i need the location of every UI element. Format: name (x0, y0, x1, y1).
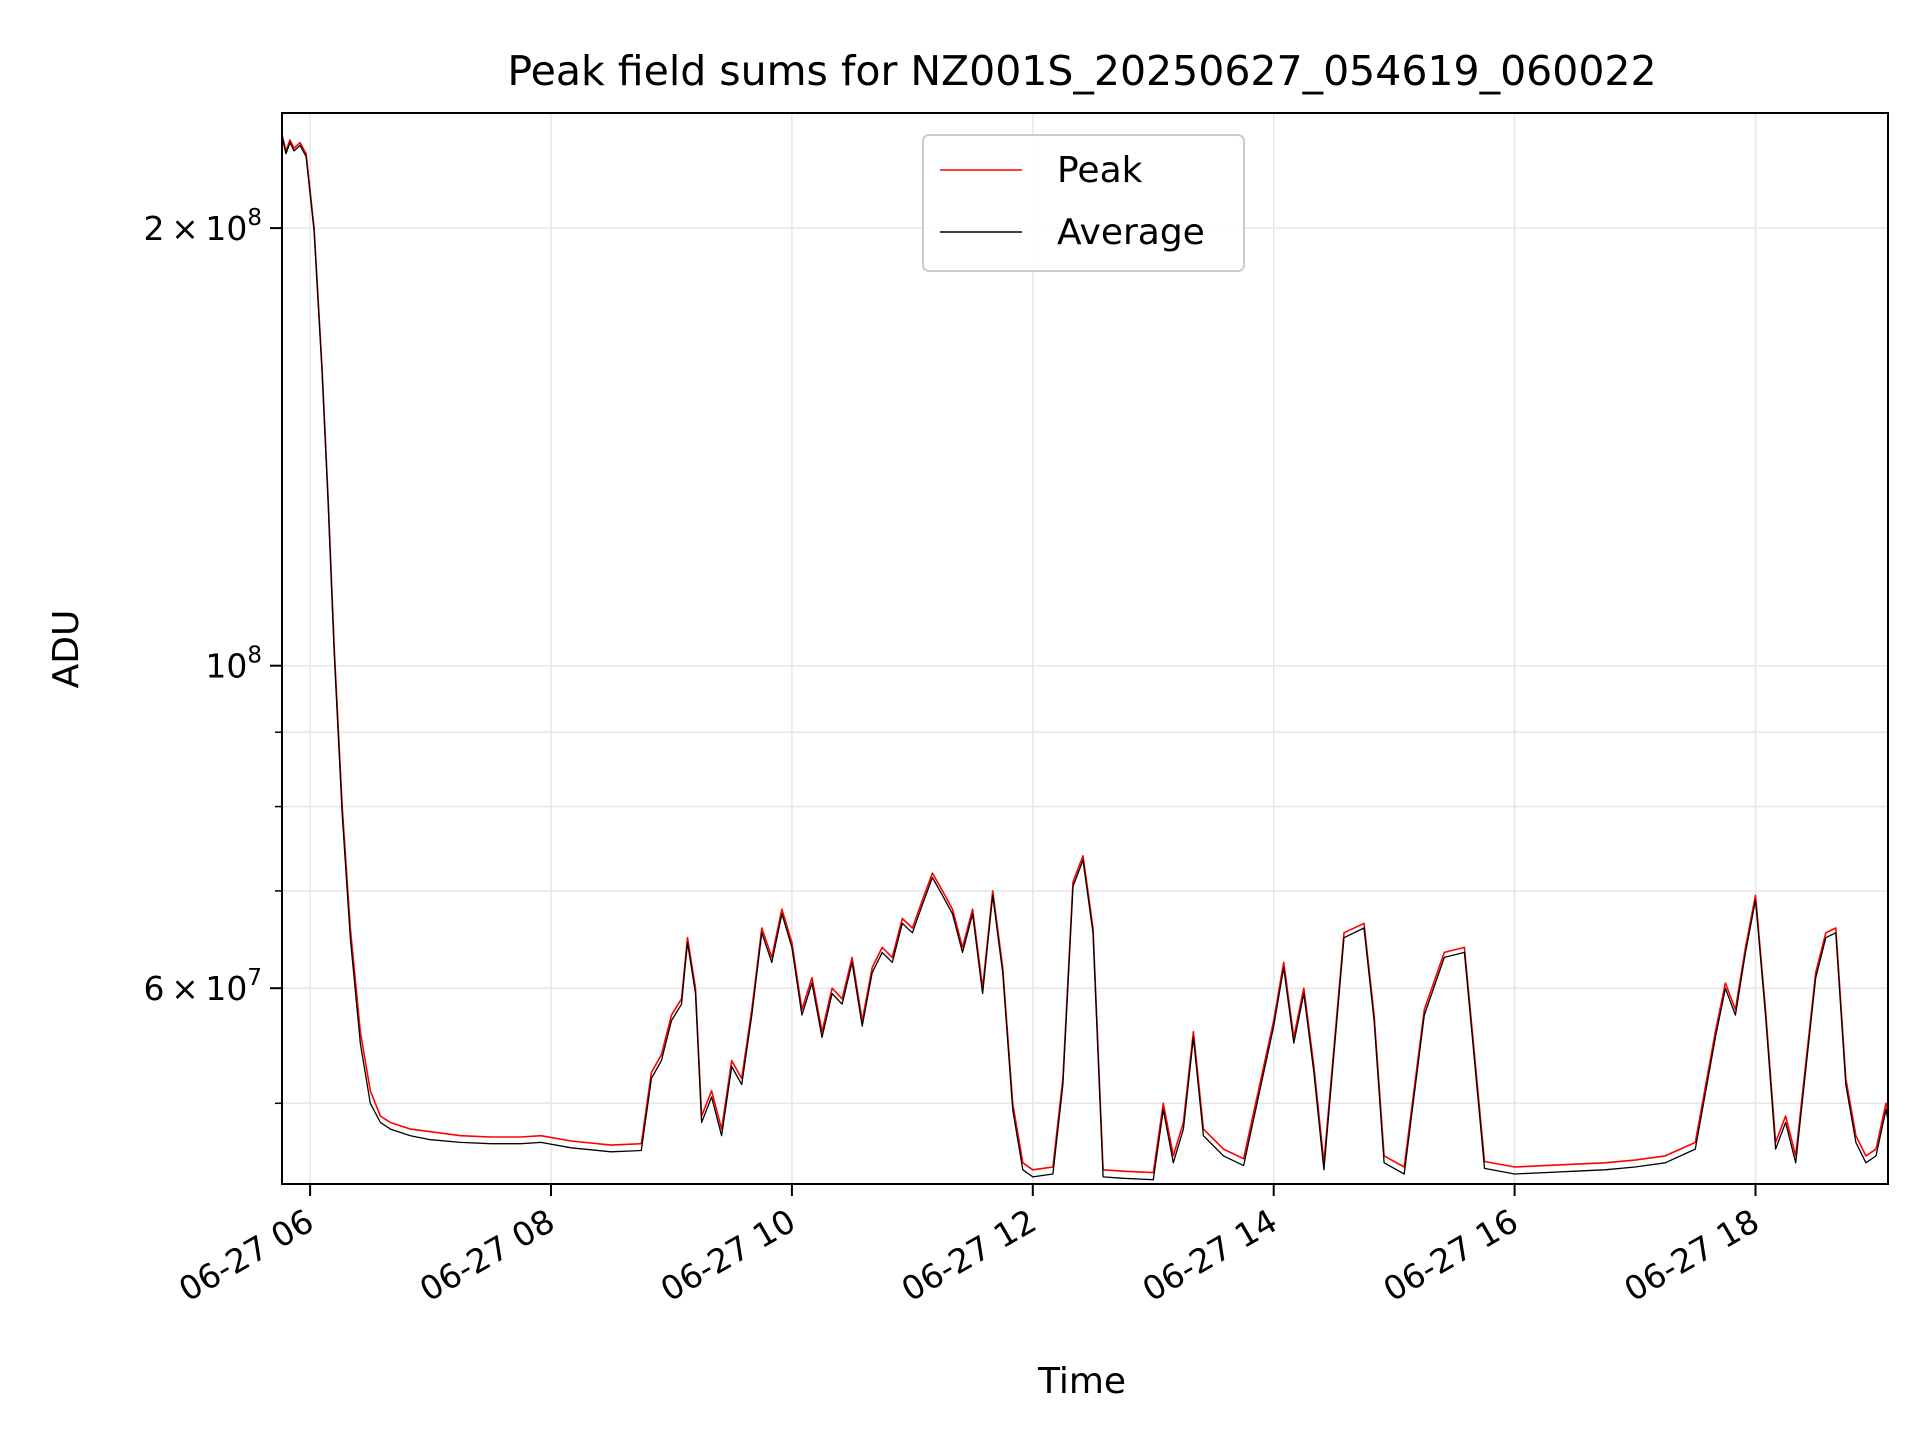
series-line-average (282, 136, 1888, 1181)
plot-frame (281, 112, 1889, 1185)
y-tick-exponent: 8 (247, 205, 262, 231)
y-tick-label: 2 × 108 (144, 205, 262, 248)
y-tick-exponent: 8 (247, 643, 262, 669)
series-layer (282, 134, 1888, 1181)
y-axis-label: ADU (46, 610, 87, 689)
x-axis-label: Time (1037, 1361, 1126, 1402)
legend: Peak Average (922, 134, 1245, 272)
y-tick-base: 2 (144, 209, 165, 248)
legend-label-average: Average (1057, 212, 1205, 253)
y-tick-exponent: 7 (247, 965, 262, 991)
y-axis: 6 × 107 108 2 × 108 (144, 205, 282, 1105)
y-tick-base: 6 (144, 969, 165, 1008)
y-tick-label: 108 (205, 643, 262, 686)
series-line-peak (282, 134, 1888, 1174)
legend-box (922, 134, 1245, 272)
y-tick-label: 6 × 107 (144, 965, 262, 1008)
legend-label-peak: Peak (1057, 150, 1143, 191)
chart-title: Peak field sums for NZ001S_20250627_0546… (507, 47, 1656, 95)
